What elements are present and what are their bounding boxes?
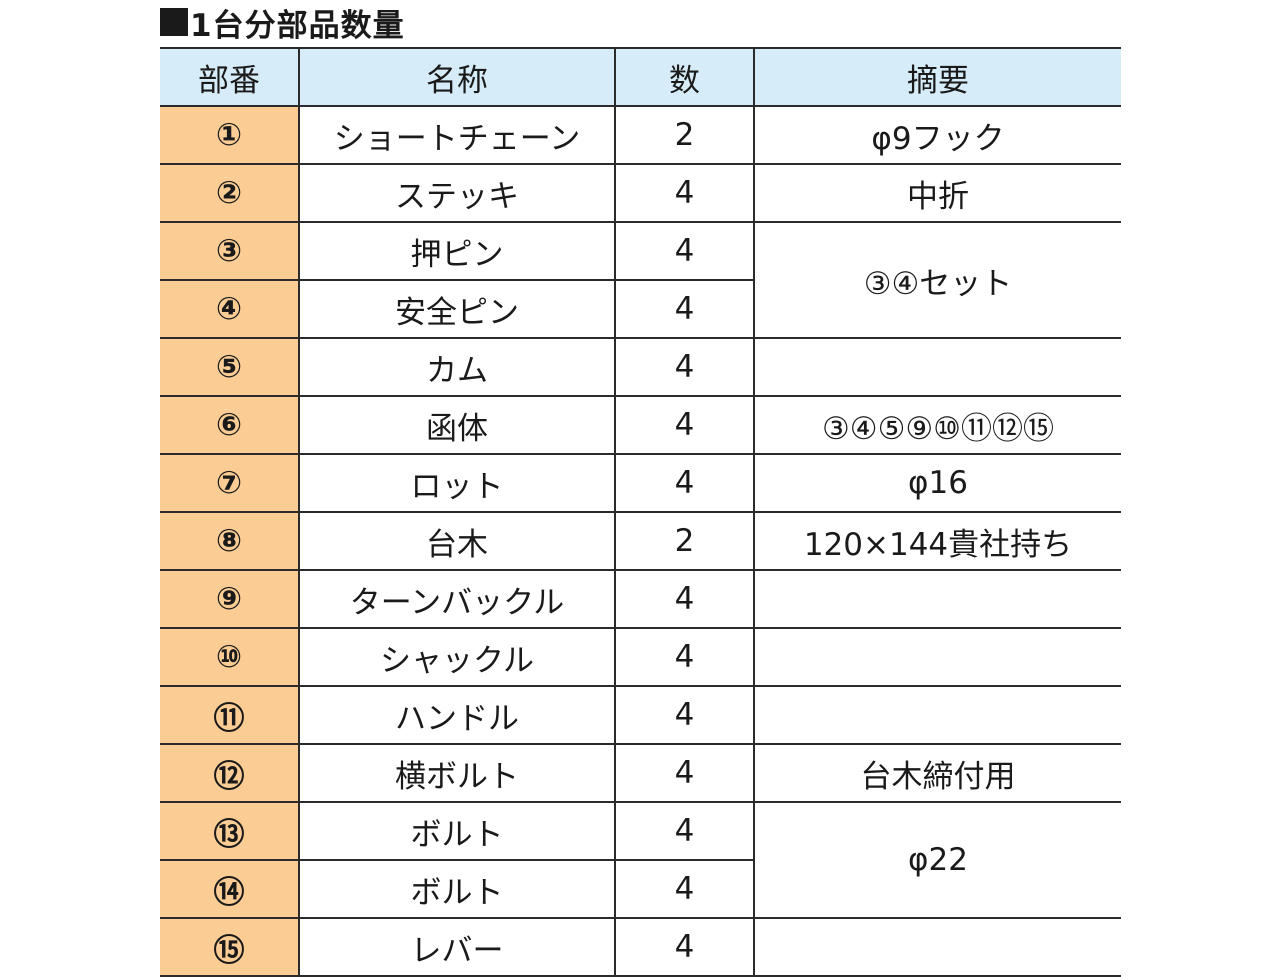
part-quantity: 2 (614, 106, 754, 165)
part-quantity: 4 (614, 222, 754, 281)
part-number: ⑧ (160, 512, 299, 571)
part-note: 台木締付用 (753, 744, 1121, 803)
part-number: ② (160, 164, 299, 223)
part-number: ① (160, 106, 299, 165)
part-quantity: 2 (614, 512, 754, 571)
table-row: ⑩ シャックル 4 (160, 628, 1121, 687)
part-number: ⑮ (160, 918, 299, 977)
table-row: ⑤ カム 4 (160, 338, 1121, 397)
part-quantity: 4 (614, 802, 754, 861)
part-quantity: 4 (614, 918, 754, 977)
part-quantity: 4 (614, 338, 754, 397)
part-number: ⑪ (160, 686, 299, 745)
table-row: ⑫ 横ボルト 4 台木締付用 (160, 744, 1121, 803)
part-number: ⑤ (160, 338, 299, 397)
part-number: ④ (160, 280, 299, 339)
header-name: 名称 (298, 47, 615, 107)
table-row: ⑬ ボルト 4 φ22 (160, 802, 1121, 919)
part-quantity: 4 (614, 280, 754, 339)
part-note (753, 338, 1121, 397)
part-number: ⑨ (160, 570, 299, 629)
title-text: 1台分部品数量 (190, 7, 405, 44)
part-note (753, 918, 1121, 977)
part-quantity: 4 (614, 454, 754, 513)
part-name: 押ピン (298, 222, 615, 281)
table-row: ④ 安全ピン 4 (160, 280, 1121, 339)
part-name: レバー (298, 918, 615, 977)
part-quantity: 4 (614, 628, 754, 687)
part-note (753, 628, 1121, 687)
part-note: 中折 (753, 164, 1121, 223)
part-quantity: 4 (614, 570, 754, 629)
part-name: ボルト (298, 860, 615, 919)
part-note: φ16 (753, 454, 1121, 513)
part-name: ターンバックル (298, 570, 615, 629)
black-square-icon (160, 8, 188, 36)
part-note: 120×144貴社持ち (753, 512, 1121, 571)
part-number: ⑩ (160, 628, 299, 687)
part-name: ステッキ (298, 164, 615, 223)
part-name: シャックル (298, 628, 615, 687)
header-note: 摘要 (753, 47, 1121, 107)
part-name: ロット (298, 454, 615, 513)
part-number: ⑭ (160, 860, 299, 919)
part-name: カム (298, 338, 615, 397)
table-row: ⑮ レバー 4 (160, 918, 1121, 977)
part-note (753, 570, 1121, 629)
part-name: ハンドル (298, 686, 615, 745)
part-note: φ9フック (753, 106, 1121, 165)
part-quantity: 4 (614, 686, 754, 745)
table-row: ⑭ ボルト 4 (160, 860, 1121, 919)
part-number: ⑦ (160, 454, 299, 513)
part-name: 函体 (298, 396, 615, 455)
table-row: ② ステッキ 4 中折 (160, 164, 1121, 223)
part-note: ③④⑤⑨⑩⑪⑫⑮ (753, 396, 1121, 455)
part-quantity: 4 (614, 744, 754, 803)
header-quantity: 数 (614, 47, 754, 107)
part-number: ③ (160, 222, 299, 281)
parts-table: 部番 名称 数 摘要 ① ショートチェーン 2 φ9フック ② ステッキ 4 中… (160, 47, 1121, 977)
table-row: ⑨ ターンバックル 4 (160, 570, 1121, 629)
part-note: φ22 (753, 802, 1121, 919)
table-row: ⑧ 台木 2 120×144貴社持ち (160, 512, 1121, 571)
part-note (753, 686, 1121, 745)
part-number: ⑬ (160, 802, 299, 861)
header-part-number: 部番 (160, 47, 299, 107)
part-name: ショートチェーン (298, 106, 615, 165)
part-note: ③④セット (753, 222, 1121, 339)
part-quantity: 4 (614, 396, 754, 455)
header-row: 部番 名称 数 摘要 (160, 47, 1121, 107)
table-row: ⑦ ロット 4 φ16 (160, 454, 1121, 513)
table-row: ⑥ 函体 4 ③④⑤⑨⑩⑪⑫⑮ (160, 396, 1121, 455)
table-row: ⑪ ハンドル 4 (160, 686, 1121, 745)
part-name: 安全ピン (298, 280, 615, 339)
part-quantity: 4 (614, 860, 754, 919)
part-name: ボルト (298, 802, 615, 861)
table-row: ① ショートチェーン 2 φ9フック (160, 106, 1121, 165)
part-name: 台木 (298, 512, 615, 571)
table-row: ③ 押ピン 4 ③④セット (160, 222, 1121, 339)
part-quantity: 4 (614, 164, 754, 223)
part-number: ⑫ (160, 744, 299, 803)
part-name: 横ボルト (298, 744, 615, 803)
table-title: 1台分部品数量 (160, 0, 405, 44)
part-number: ⑥ (160, 396, 299, 455)
